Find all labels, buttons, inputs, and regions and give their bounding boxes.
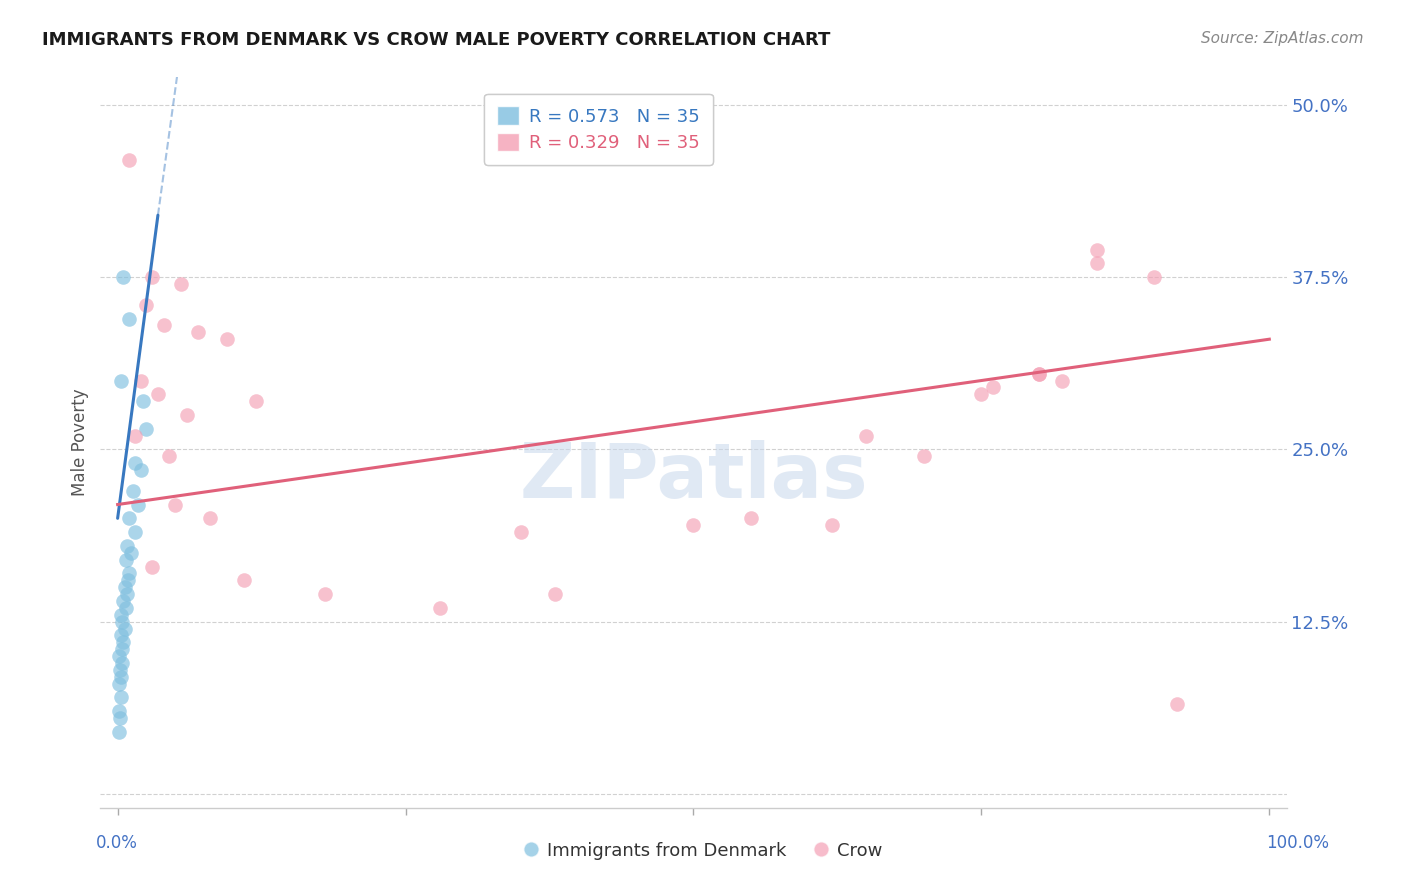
Point [118,153,141,167]
Point [912,450,935,464]
Point [107,724,129,739]
Point [110,690,132,705]
Point [198,511,221,525]
Point [117,574,139,588]
Y-axis label: Male Poverty: Male Poverty [72,389,89,496]
Point [118,566,141,581]
Text: 100.0%: 100.0% [1265,834,1329,852]
Point [1143,270,1166,285]
Point [112,594,135,608]
Point [124,456,146,470]
Point [165,498,187,512]
Point [1028,367,1050,381]
Point [821,518,844,533]
Point [124,428,146,442]
Point [118,511,141,525]
Point [1085,243,1108,257]
Point [215,332,238,346]
Text: ZIPatlas: ZIPatlas [519,440,868,514]
Point [970,387,993,401]
Point [129,463,152,477]
Point [146,387,169,401]
Point [108,704,131,718]
Point [120,546,142,560]
Point [110,628,132,642]
Point [135,422,157,436]
Point [233,574,256,588]
Point [115,587,138,601]
Text: Source: ZipAtlas.com: Source: ZipAtlas.com [1201,31,1364,46]
Point [112,635,135,649]
Point [114,580,136,594]
Point [981,380,1004,394]
Point [114,600,136,615]
Point [141,270,163,285]
Point [429,600,451,615]
Point [108,663,131,677]
Point [141,559,163,574]
Point [1028,367,1050,381]
Point [127,498,149,512]
Point [740,511,762,525]
Point [114,622,136,636]
Point [135,298,157,312]
Legend: Immigrants from Denmark, Crow: Immigrants from Denmark, Crow [516,835,890,867]
Point [1050,374,1073,388]
Point [111,642,134,657]
Point [111,615,134,629]
Legend: R = 0.573   N = 35, R = 0.329   N = 35: R = 0.573 N = 35, R = 0.329 N = 35 [484,94,713,165]
Point [111,656,134,670]
Point [170,277,193,291]
Point [110,670,132,684]
Point [682,518,704,533]
Point [118,311,141,326]
Point [110,607,132,622]
Text: 0.0%: 0.0% [96,834,138,852]
Point [108,711,131,725]
Point [129,374,152,388]
Point [1166,698,1188,712]
Point [187,326,209,340]
Point [314,587,336,601]
Point [132,394,155,409]
Point [121,483,143,498]
Point [245,394,267,409]
Point [855,428,877,442]
Point [108,649,131,664]
Point [115,539,138,553]
Point [114,552,136,566]
Point [176,408,198,422]
Point [152,318,174,333]
Point [544,587,567,601]
Point [124,524,146,539]
Point [112,270,135,285]
Point [1085,256,1108,270]
Point [110,374,132,388]
Point [509,524,531,539]
Point [107,676,129,690]
Point [159,450,181,464]
Text: IMMIGRANTS FROM DENMARK VS CROW MALE POVERTY CORRELATION CHART: IMMIGRANTS FROM DENMARK VS CROW MALE POV… [42,31,831,49]
